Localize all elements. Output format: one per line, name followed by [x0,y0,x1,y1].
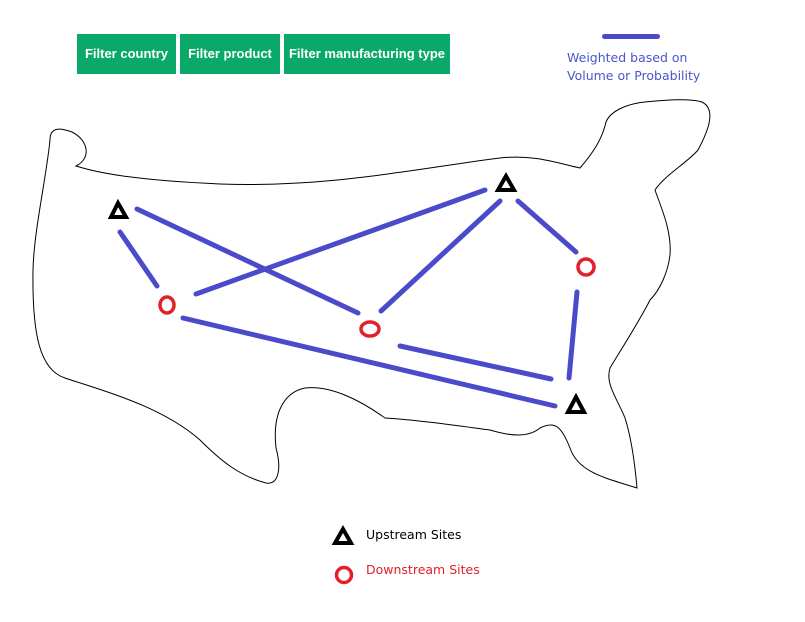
upstream-triangle-icon [331,524,355,545]
upstream-sites [107,171,588,414]
weight-legend-line-2: Volume or Probability [567,68,701,83]
downstream-site-icon [359,320,381,338]
filter-country-button[interactable]: Filter country [77,34,176,74]
connection-line [378,198,503,314]
legend-upstream: Upstream Sites [330,524,550,548]
legend-downstream: Downstream Sites [330,562,550,587]
connection-lines [117,187,580,409]
filter-product-button[interactable]: Filter product [180,34,280,74]
connection-line [193,187,488,297]
downstream-sites [158,257,596,338]
legend-upstream-label: Upstream Sites [366,527,462,542]
downstream-site-icon [576,257,596,277]
country-outline [32,99,711,489]
upstream-site-icon [107,198,130,219]
weight-legend-text: Weighted based on Volume or Probability [567,49,767,85]
downstream-circle-icon [334,565,354,585]
upstream-site-icon [494,171,518,192]
connection-line [566,289,580,381]
connection-line [397,343,554,382]
weight-line-swatch [602,34,660,39]
legend-downstream-label: Downstream Sites [366,562,480,577]
weight-legend-line-1: Weighted based on [567,50,688,65]
site-legend: Upstream Sites Downstream Sites [330,524,550,594]
connection-line [117,229,160,289]
upstream-site-icon [564,392,588,414]
connection-line [134,206,361,316]
downstream-site-icon [158,295,176,315]
filter-manufacturing-type-button[interactable]: Filter manufacturing type [284,34,450,74]
connection-line [180,315,558,409]
connection-line [515,198,579,255]
